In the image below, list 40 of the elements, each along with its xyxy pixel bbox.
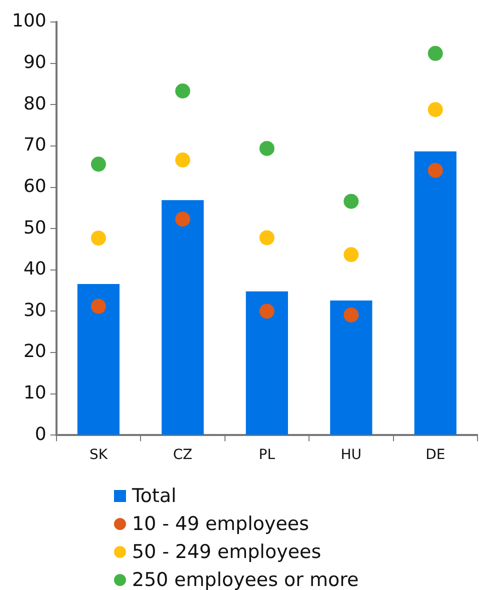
point <box>344 247 359 262</box>
point <box>428 162 443 178</box>
x-tick-label: CZ <box>173 447 192 464</box>
point <box>259 230 274 246</box>
point <box>90 298 106 314</box>
y-tick-label: 30 <box>23 300 46 321</box>
point <box>90 230 106 246</box>
y-tick-label: 100 <box>12 10 46 32</box>
point <box>175 152 190 168</box>
legend-label: 250 employees or more <box>132 568 359 590</box>
point <box>428 46 443 61</box>
point <box>259 140 274 156</box>
y-tick-label: 40 <box>23 258 46 280</box>
bar <box>162 200 204 435</box>
point <box>428 102 443 118</box>
point <box>175 84 190 99</box>
y-tick-label: 60 <box>23 176 46 197</box>
legend-label: Total <box>132 484 176 509</box>
y-tick-label: 50 <box>23 217 46 238</box>
point <box>90 156 106 172</box>
point <box>259 304 274 319</box>
y-tick-label: 90 <box>23 52 46 73</box>
x-tick-label: HU <box>340 447 362 464</box>
bar <box>246 291 288 435</box>
x-tick-label: DE <box>426 447 446 464</box>
y-tick-label: 10 <box>23 382 46 404</box>
y-tick-label: 70 <box>23 134 46 156</box>
x-tick-label: SK <box>89 447 108 464</box>
legend-label: 50 - 249 employees <box>132 540 322 565</box>
point <box>344 307 359 322</box>
bar <box>414 151 456 435</box>
y-tick-label: 0 <box>34 424 46 445</box>
y-tick-label: 20 <box>23 341 46 362</box>
bar <box>330 300 372 435</box>
x-tick-label: PL <box>258 447 276 464</box>
bar <box>77 284 120 435</box>
point <box>344 194 359 209</box>
y-tick-label: 80 <box>23 93 46 114</box>
legend-label: 10 - 49 employees <box>132 512 310 537</box>
point <box>175 212 190 227</box>
